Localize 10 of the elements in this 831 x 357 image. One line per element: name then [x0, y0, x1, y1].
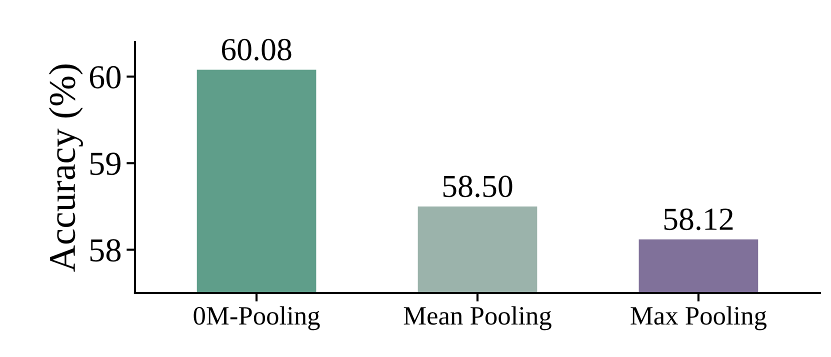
data-label: 60.08 [222, 38, 292, 61]
y-axis-title: Accuracy (%) [48, 64, 83, 272]
y-tick-label: 60 [90, 66, 121, 89]
y-tick-label: 58 [90, 239, 121, 262]
data-label: 58.12 [664, 208, 733, 230]
x-tick-label: Mean Pooling [404, 306, 552, 330]
y-tick-label: 59 [90, 152, 120, 176]
x-tick-label: Max Pooling [630, 306, 767, 330]
data-label: 58.50 [443, 176, 512, 198]
x-tick-label: 0M-Pooling [194, 306, 320, 330]
